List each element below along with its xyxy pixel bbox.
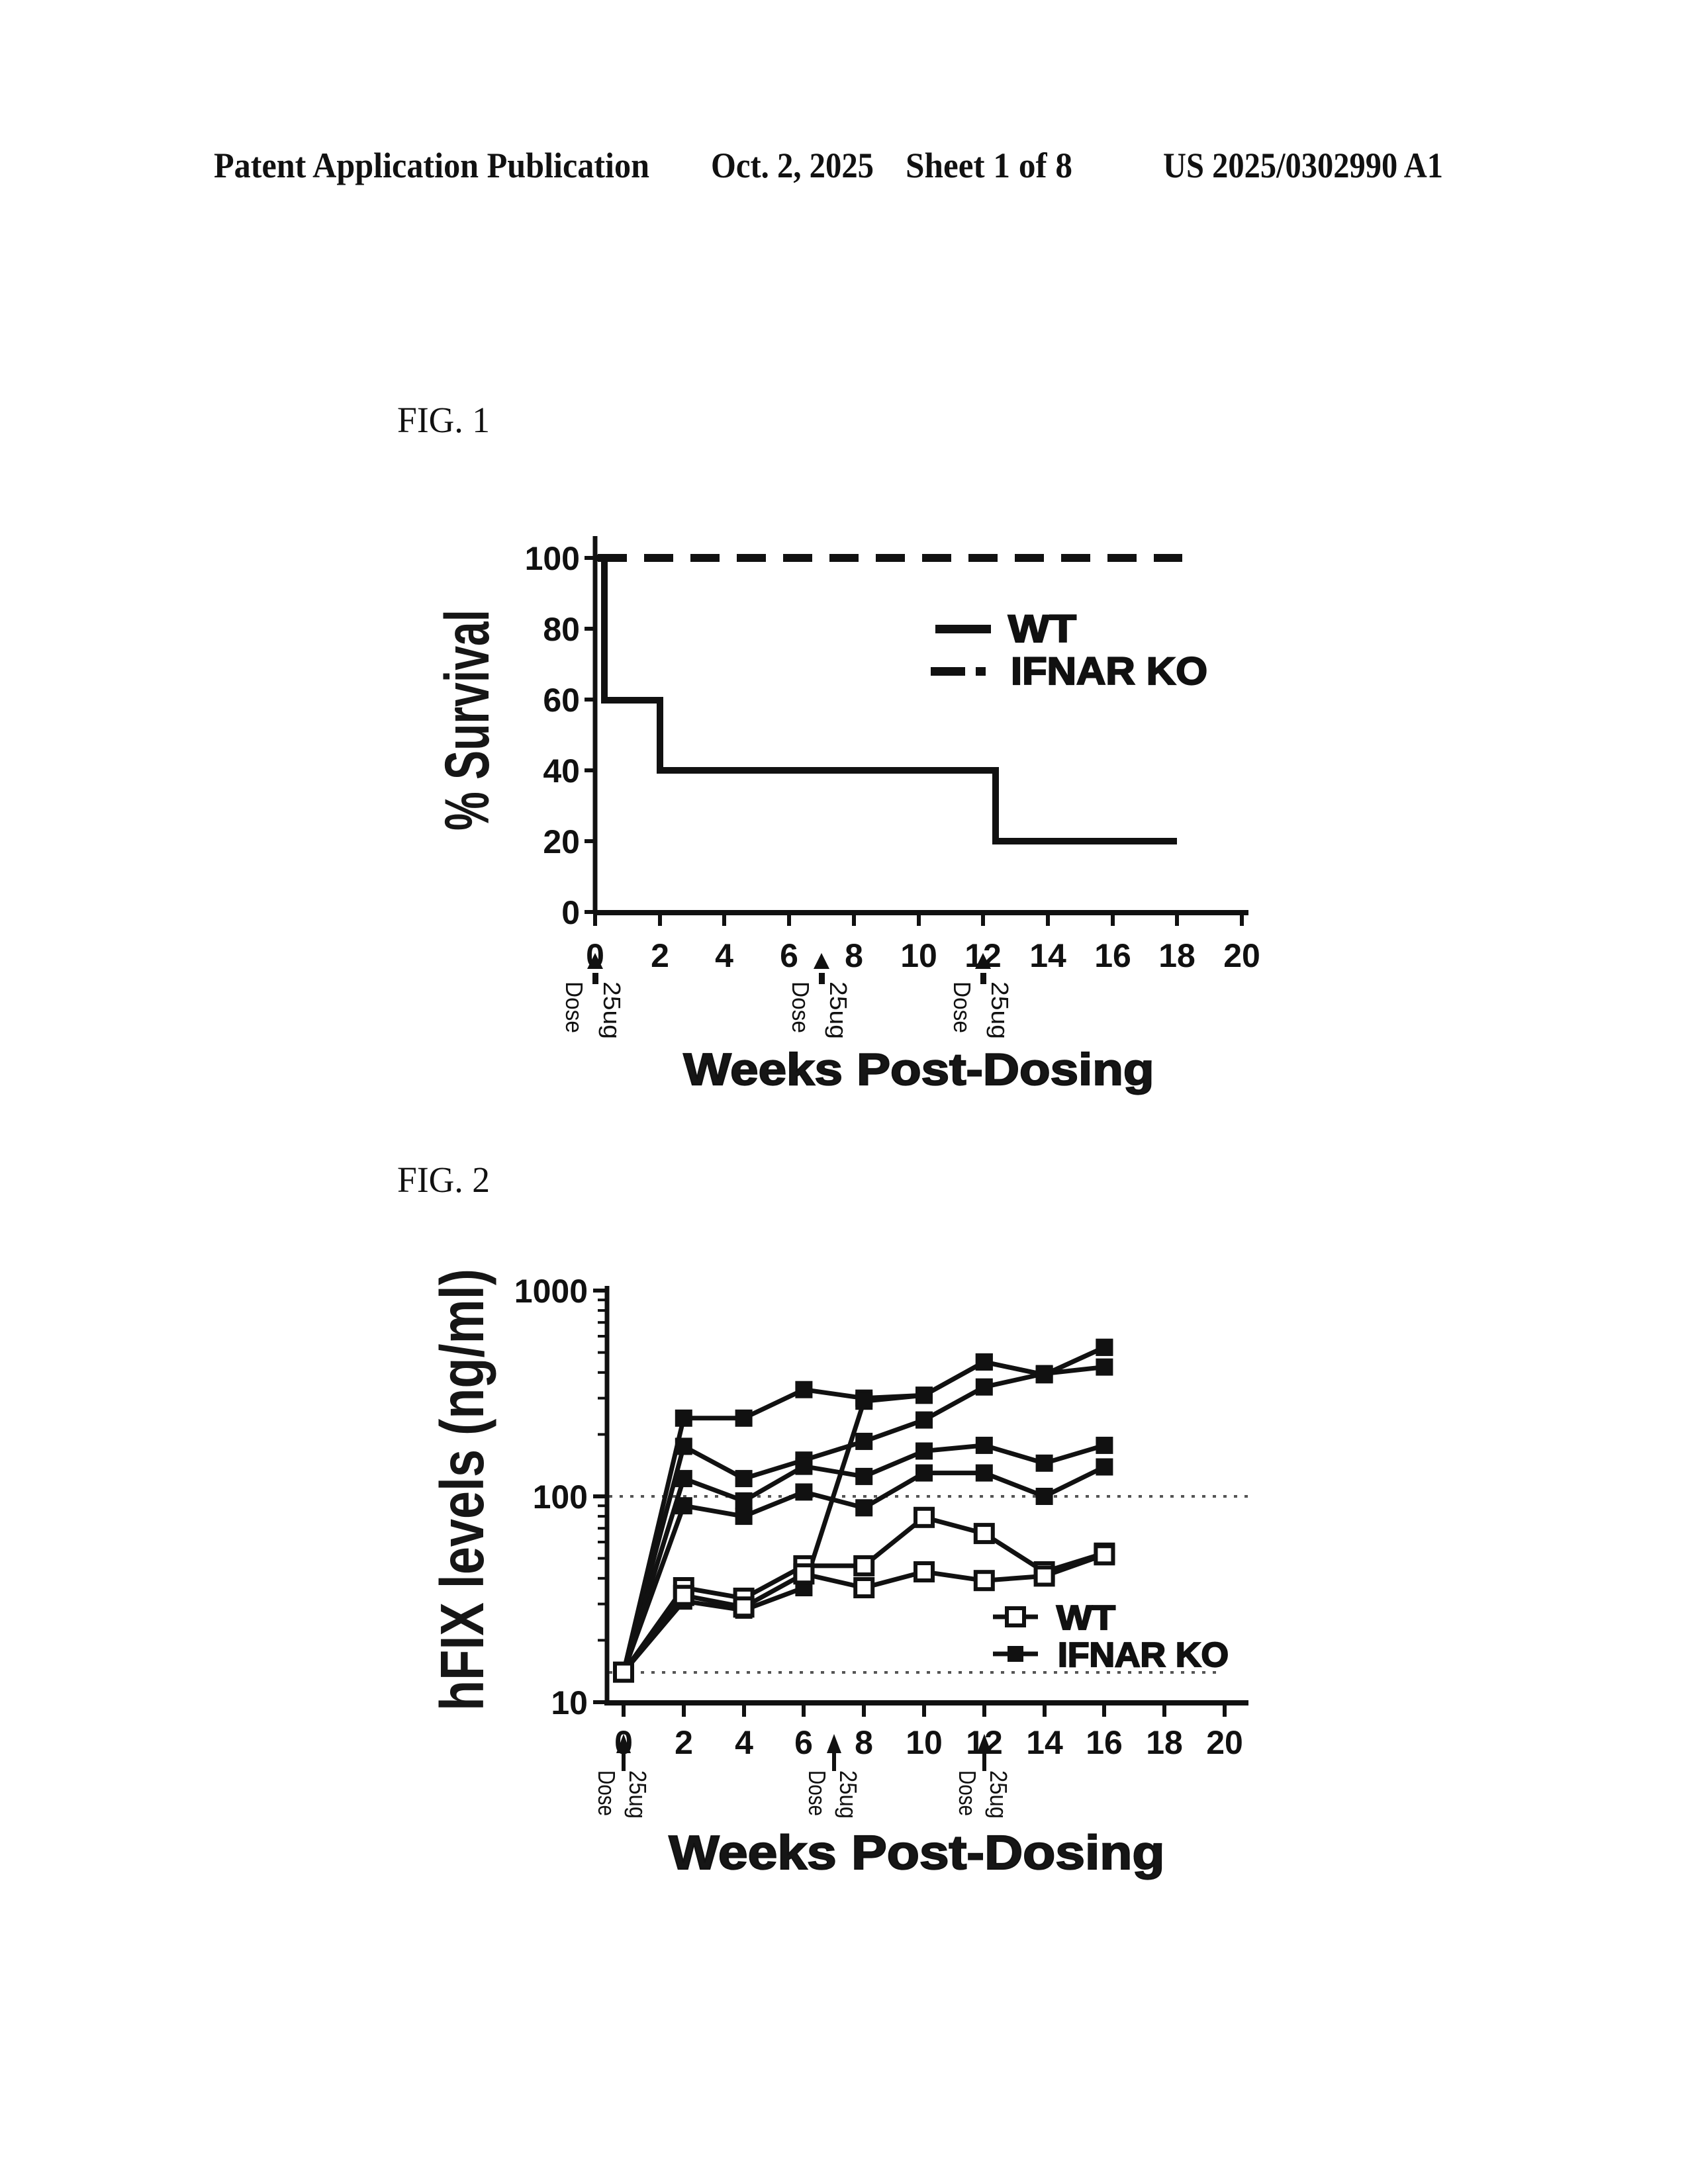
svg-text:100: 100 [525, 540, 580, 577]
svg-text:8: 8 [845, 937, 863, 974]
svg-text:25ug: 25ug [624, 1770, 651, 1819]
svg-text:40: 40 [543, 752, 580, 790]
svg-text:4: 4 [735, 1724, 753, 1761]
svg-text:WT: WT [1056, 1599, 1115, 1637]
svg-text:2: 2 [651, 937, 669, 974]
svg-text:20: 20 [1206, 1724, 1243, 1761]
svg-text:Sheet 1 of 8: Sheet 1 of 8 [906, 146, 1072, 185]
svg-text:18: 18 [1146, 1724, 1183, 1761]
svg-text:Dose: Dose [954, 1770, 981, 1816]
svg-text:WT: WT [1008, 608, 1076, 651]
svg-text:25ug: 25ug [835, 1770, 862, 1819]
svg-text:Patent Application Publication: Patent Application Publication [214, 146, 649, 185]
svg-text:6: 6 [794, 1724, 813, 1761]
svg-text:16: 16 [1086, 1724, 1123, 1761]
svg-text:Weeks Post-Dosing: Weeks Post-Dosing [669, 1827, 1165, 1880]
svg-text:% Survival: % Survival [432, 610, 502, 831]
svg-text:6: 6 [780, 937, 798, 974]
svg-text:10: 10 [900, 937, 937, 974]
svg-text:1000: 1000 [514, 1273, 588, 1310]
svg-text:FIG. 1: FIG. 1 [397, 400, 490, 440]
svg-text:Dose: Dose [593, 1770, 620, 1816]
svg-text:FIG. 2: FIG. 2 [397, 1160, 490, 1200]
svg-text:2: 2 [675, 1724, 693, 1761]
svg-text:14: 14 [1026, 1724, 1063, 1761]
svg-text:20: 20 [543, 823, 580, 860]
svg-text:IFNAR KO: IFNAR KO [1058, 1636, 1229, 1674]
svg-text:100: 100 [533, 1479, 588, 1516]
svg-text:Dose: Dose [561, 981, 588, 1033]
svg-text:Weeks Post-Dosing: Weeks Post-Dosing [684, 1044, 1154, 1095]
svg-text:US 2025/0302990 A1: US 2025/0302990 A1 [1163, 146, 1443, 185]
svg-text:25ug: 25ug [985, 1770, 1012, 1819]
svg-text:14: 14 [1029, 937, 1066, 974]
svg-text:Oct. 2, 2025: Oct. 2, 2025 [711, 146, 874, 185]
svg-text:18: 18 [1158, 937, 1196, 974]
svg-text:20: 20 [1223, 937, 1260, 974]
svg-text:0: 0 [561, 894, 580, 931]
svg-text:25ug: 25ug [825, 981, 852, 1039]
svg-text:80: 80 [543, 611, 580, 648]
svg-text:25ug: 25ug [986, 981, 1013, 1039]
svg-text:Dose: Dose [949, 981, 976, 1033]
svg-text:Dose: Dose [787, 981, 814, 1033]
svg-text:hFIX levels (ng/ml): hFIX levels (ng/ml) [428, 1269, 496, 1711]
svg-text:10: 10 [551, 1684, 588, 1721]
svg-text:10: 10 [906, 1724, 943, 1761]
svg-text:4: 4 [715, 937, 733, 974]
svg-text:8: 8 [855, 1724, 873, 1761]
svg-text:60: 60 [543, 682, 580, 719]
svg-text:25ug: 25ug [598, 981, 626, 1039]
svg-text:IFNAR KO: IFNAR KO [1011, 650, 1207, 693]
svg-text:16: 16 [1094, 937, 1131, 974]
svg-text:Dose: Dose [804, 1770, 831, 1816]
